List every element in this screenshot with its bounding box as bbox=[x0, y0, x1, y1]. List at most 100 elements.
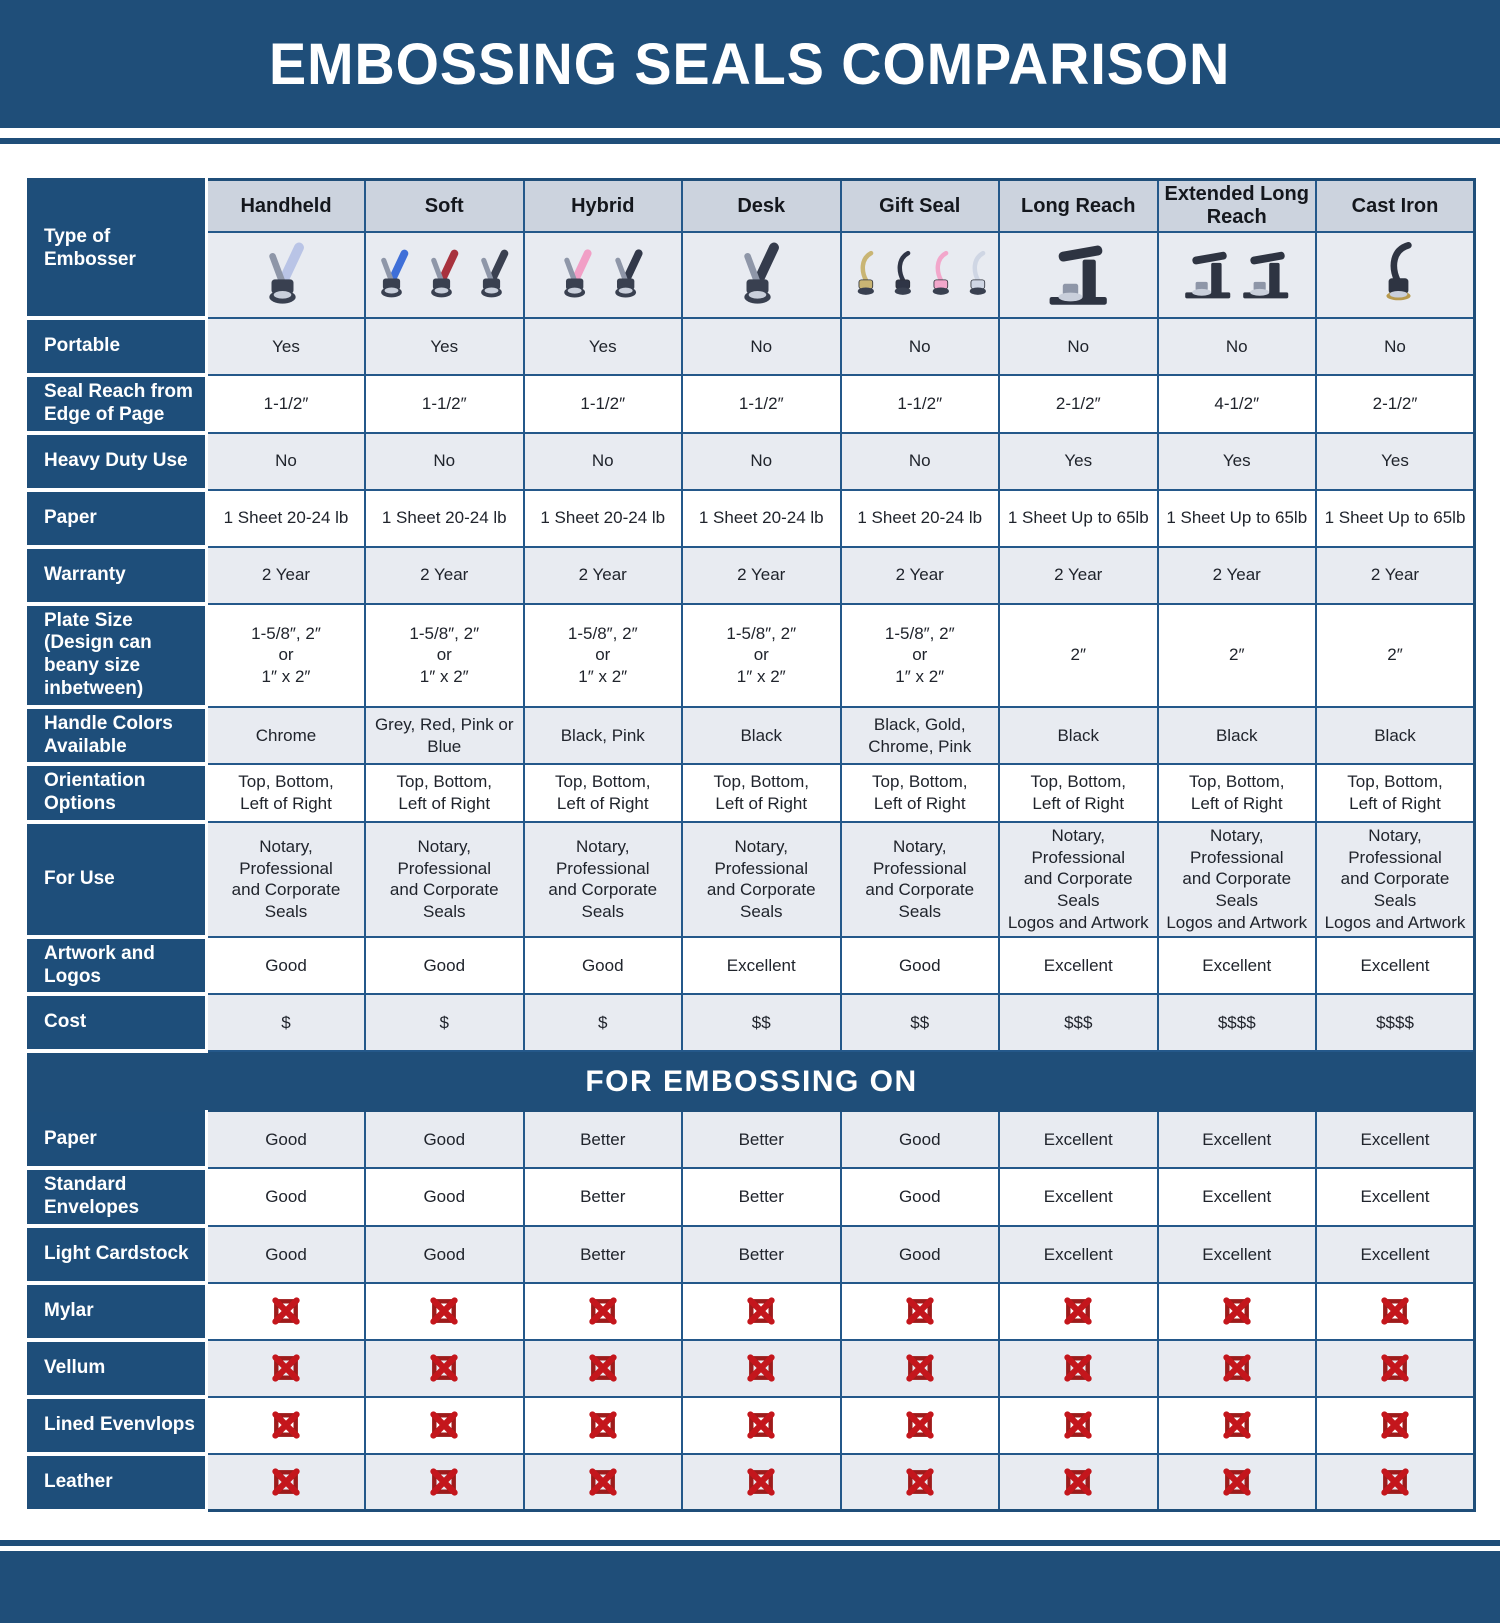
red-x-icon bbox=[1064, 1411, 1092, 1440]
cell-leather bbox=[522, 1452, 683, 1512]
spec-row-portable: Portable Yes Yes Yes No No No No No bbox=[27, 317, 1476, 377]
spec-row-heavy-duty-use: Heavy Duty Use No No No No No Yes Yes Yes bbox=[27, 431, 1476, 492]
cell-handle-colors-available: Chrome bbox=[205, 705, 366, 766]
cell-light-cardstock: Good bbox=[839, 1224, 1000, 1284]
cell-plate-size-design-can-beany-size-inbetween: 2″ bbox=[1315, 602, 1476, 708]
hybrid-embosser-image bbox=[522, 231, 683, 319]
embossing-row-paper: Paper Good Good Better Better Good Excellent Ex… bbox=[27, 1110, 1476, 1171]
cell-artwork-and-logos: Good bbox=[839, 935, 1000, 996]
cell-leather bbox=[364, 1452, 525, 1512]
cell-heavy-duty-use: Yes bbox=[1315, 431, 1476, 491]
cell-warranty: 2 Year bbox=[1315, 545, 1476, 605]
cell-light-cardstock: Better bbox=[522, 1224, 683, 1284]
cell-vellum bbox=[681, 1338, 842, 1398]
section-banner: FOR EMBOSSING ON bbox=[27, 1050, 1476, 1113]
cell-standard-envelopes: Excellent bbox=[1315, 1167, 1476, 1227]
column-header-handheld: Handheld bbox=[205, 178, 366, 233]
red-x-icon bbox=[1064, 1297, 1092, 1326]
cell-plate-size-design-can-beany-size-inbetween: 1-5/8″, 2″ or 1″ x 2″ bbox=[681, 602, 842, 708]
cell-orientation-options: Top, Bottom, Left of Right bbox=[1156, 763, 1317, 823]
cell-heavy-duty-use: Yes bbox=[1156, 431, 1317, 491]
cell-artwork-and-logos: Good bbox=[522, 935, 683, 996]
cell-warranty: 2 Year bbox=[839, 545, 1000, 605]
cell-standard-envelopes: Excellent bbox=[1156, 1167, 1317, 1227]
cell-cost: $$$$ bbox=[1156, 993, 1317, 1053]
cell-artwork-and-logos: Excellent bbox=[1315, 935, 1476, 996]
cell-paper: 1 Sheet 20-24 lb bbox=[839, 488, 1000, 548]
cell-heavy-duty-use: No bbox=[681, 431, 842, 491]
spec-row-handle-colors-available: Handle Colors Available Chrome Grey, Red, … bbox=[27, 705, 1476, 767]
cell-portable: Yes bbox=[205, 317, 366, 376]
spec-row-warranty: Warranty 2 Year 2 Year 2 Year 2 Year 2 Year 2 … bbox=[27, 545, 1476, 606]
embossing-row-vellum: Vellum bbox=[27, 1338, 1476, 1399]
column-header-hybrid: Hybrid bbox=[522, 178, 683, 233]
red-x-icon bbox=[747, 1411, 775, 1440]
cell-artwork-and-logos: Excellent bbox=[998, 935, 1159, 996]
cell-paper: Good bbox=[839, 1110, 1000, 1170]
cell-portable: No bbox=[839, 317, 1000, 376]
row-label-mylar: Mylar bbox=[27, 1282, 208, 1342]
column-header-soft: Soft bbox=[364, 178, 525, 233]
cell-cost: $$ bbox=[839, 993, 1000, 1053]
cell-handle-colors-available: Black, Gold, Chrome, Pink bbox=[839, 705, 1000, 766]
cell-lined-evenvlops bbox=[364, 1395, 525, 1455]
red-x-icon bbox=[1064, 1468, 1092, 1496]
cell-orientation-options: Top, Bottom, Left of Right bbox=[522, 763, 683, 823]
spec-row-plate-size-design-can-beany-size-inbetween: Plate Size (Design can beany size inbetw… bbox=[27, 602, 1476, 709]
comparison-table: Type of Embosser Handheld Soft Hybrid Desk Gi… bbox=[27, 178, 1476, 1513]
cell-light-cardstock: Better bbox=[681, 1224, 842, 1284]
cell-artwork-and-logos: Excellent bbox=[1156, 935, 1317, 996]
cell-light-cardstock: Good bbox=[364, 1224, 525, 1284]
cell-for-use: Notary, Professional and Corporate Seals L… bbox=[998, 820, 1159, 938]
cell-vellum bbox=[205, 1338, 366, 1398]
spec-row-orientation-options: Orientation Options Top, Bottom, Left of R… bbox=[27, 763, 1476, 824]
cell-portable: No bbox=[681, 317, 842, 376]
cell-heavy-duty-use: No bbox=[839, 431, 1000, 491]
cell-seal-reach-from-edge-of-page: 4-1/2″ bbox=[1156, 374, 1317, 434]
cell-plate-size-design-can-beany-size-inbetween: 1-5/8″, 2″ or 1″ x 2″ bbox=[364, 602, 525, 708]
cell-artwork-and-logos: Excellent bbox=[681, 935, 842, 996]
cell-cost: $ bbox=[205, 993, 366, 1053]
cell-paper: Excellent bbox=[1156, 1110, 1317, 1170]
title-bar: EMBOSSING SEALS COMPARISON bbox=[0, 0, 1500, 128]
cell-warranty: 2 Year bbox=[681, 545, 842, 605]
cell-seal-reach-from-edge-of-page: 1-1/2″ bbox=[364, 374, 525, 434]
red-x-icon bbox=[747, 1468, 775, 1496]
cell-mylar bbox=[998, 1281, 1159, 1341]
cell-light-cardstock: Excellent bbox=[998, 1224, 1159, 1284]
row-label-lined-evenvlops: Lined Evenvlops bbox=[27, 1396, 208, 1456]
section-banner-row: FOR EMBOSSING ON bbox=[27, 1050, 1476, 1113]
row-label-vellum: Vellum bbox=[27, 1339, 208, 1399]
cell-orientation-options: Top, Bottom, Left of Right bbox=[364, 763, 525, 823]
cell-paper: Excellent bbox=[998, 1110, 1159, 1170]
cell-standard-envelopes: Good bbox=[205, 1167, 366, 1227]
column-header-long-reach: Long Reach bbox=[998, 178, 1159, 233]
cell-cost: $ bbox=[522, 993, 683, 1053]
cell-warranty: 2 Year bbox=[205, 545, 366, 605]
cell-plate-size-design-can-beany-size-inbetween: 1-5/8″, 2″ or 1″ x 2″ bbox=[522, 602, 683, 708]
red-x-icon bbox=[589, 1354, 617, 1383]
spec-row-paper: Paper 1 Sheet 20-24 lb 1 Sheet 20-24 lb 1 S… bbox=[27, 488, 1476, 549]
red-x-icon bbox=[747, 1297, 775, 1326]
cell-lined-evenvlops bbox=[839, 1395, 1000, 1455]
cell-leather bbox=[1315, 1452, 1476, 1512]
divider-blue-line bbox=[0, 138, 1500, 144]
embossing-row-leather: Leather bbox=[27, 1452, 1476, 1513]
cell-plate-size-design-can-beany-size-inbetween: 2″ bbox=[1156, 602, 1317, 708]
cell-seal-reach-from-edge-of-page: 1-1/2″ bbox=[681, 374, 842, 434]
spec-row-seal-reach-from-edge-of-page: Seal Reach from Edge of Page 1-1/2″ 1-1/2″… bbox=[27, 374, 1476, 435]
cell-leather bbox=[681, 1452, 842, 1512]
cell-leather bbox=[205, 1452, 366, 1512]
row-label-heavy-duty-use: Heavy Duty Use bbox=[27, 432, 208, 492]
red-x-icon bbox=[1223, 1297, 1251, 1326]
cell-cost: $$$ bbox=[998, 993, 1159, 1053]
row-label-portable: Portable bbox=[27, 318, 208, 377]
cast-iron-embosser-image bbox=[1315, 231, 1476, 319]
cell-orientation-options: Top, Bottom, Left of Right bbox=[1315, 763, 1476, 823]
cell-vellum bbox=[998, 1338, 1159, 1398]
gift-seal-embosser-image bbox=[839, 231, 1000, 319]
red-x-icon bbox=[1381, 1468, 1409, 1496]
red-x-icon bbox=[1381, 1297, 1409, 1326]
red-x-icon bbox=[272, 1411, 300, 1440]
cell-artwork-and-logos: Good bbox=[364, 935, 525, 996]
